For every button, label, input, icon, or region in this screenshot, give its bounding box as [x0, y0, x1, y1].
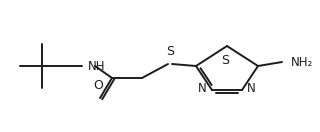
- Text: N: N: [198, 82, 207, 95]
- Text: N: N: [247, 82, 256, 95]
- Text: S: S: [221, 54, 229, 67]
- Text: S: S: [166, 45, 174, 58]
- Text: O: O: [93, 79, 103, 92]
- Text: NH₂: NH₂: [291, 56, 313, 70]
- Text: NH: NH: [88, 60, 106, 72]
